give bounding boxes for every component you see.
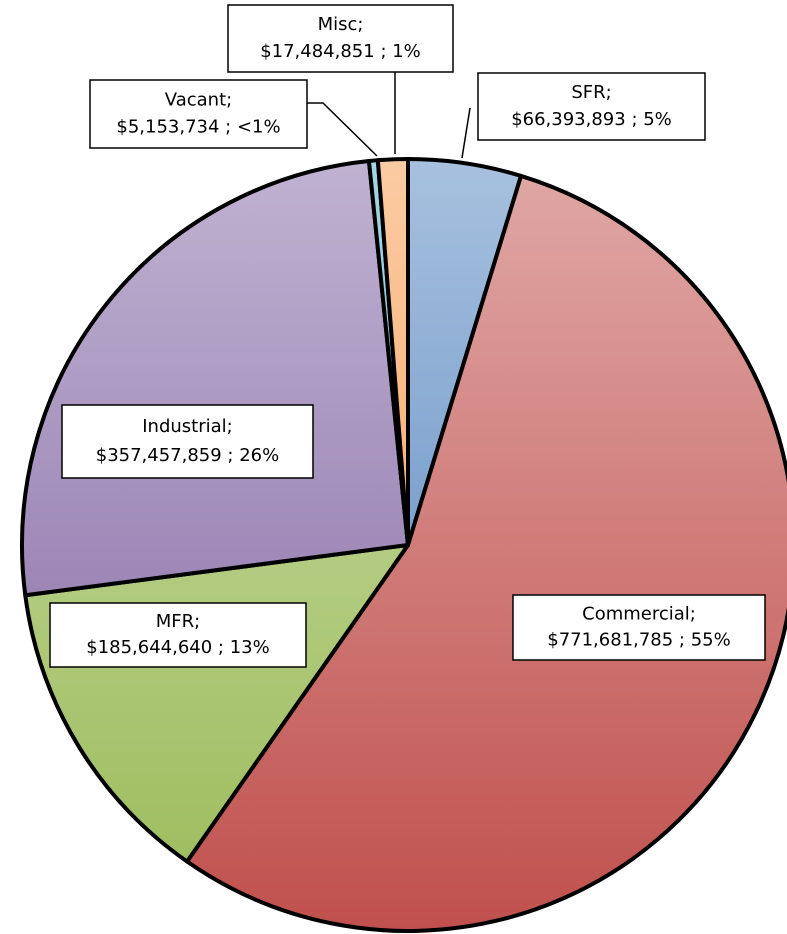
pie-slice bbox=[375, 157, 410, 547]
label-box bbox=[49, 602, 307, 668]
label-category: Commercial; bbox=[582, 604, 696, 625]
label-category: MFR; bbox=[156, 611, 200, 632]
pie-slice bbox=[20, 158, 410, 598]
label-box bbox=[512, 594, 766, 661]
label-box bbox=[227, 4, 454, 73]
label-category: Misc; bbox=[318, 14, 364, 35]
data-label: $357,457,859 ; 26% bbox=[96, 445, 279, 466]
pie-slice bbox=[185, 173, 787, 933]
data-label: $185,644,640 ; 13% bbox=[86, 637, 269, 658]
label-category: Industrial; bbox=[142, 416, 232, 437]
label-box bbox=[89, 79, 308, 149]
data-label: $771,681,785 ; 55% bbox=[547, 630, 730, 651]
leader-line bbox=[307, 102, 378, 157]
data-label: $17,484,851 ; 1% bbox=[260, 41, 421, 62]
leader-line bbox=[461, 107, 471, 159]
label-box bbox=[477, 72, 706, 141]
data-label: $66,393,893 ; 5% bbox=[511, 109, 672, 130]
label-box bbox=[61, 404, 314, 479]
label-category: Vacant; bbox=[165, 89, 232, 110]
label-category: SFR; bbox=[571, 82, 611, 103]
data-label: $5,153,734 ; <1% bbox=[116, 117, 280, 138]
